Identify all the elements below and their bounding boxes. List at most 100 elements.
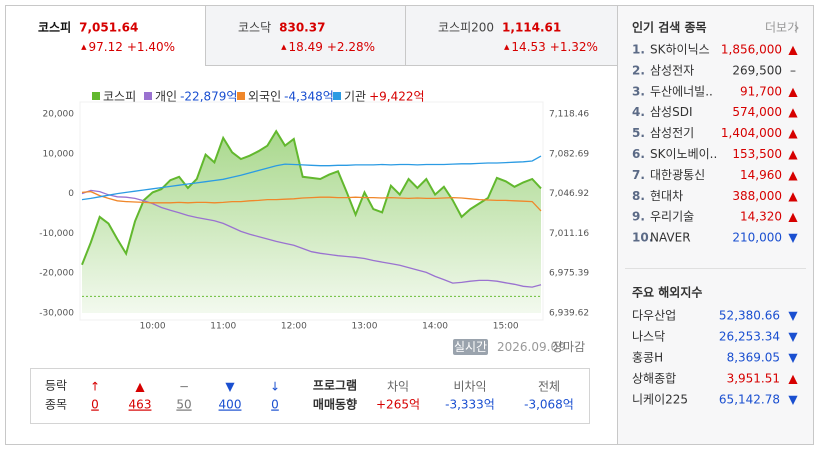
breadth-count[interactable]: 50 [176,398,191,412]
tab-name[interactable]: 코스피200 [438,21,494,35]
popular-title: 인기 검색 종목 [632,20,707,35]
legend-name: 기관 [344,89,366,103]
stock-name[interactable]: NAVER [650,231,691,245]
tab-bg[interactable] [405,5,618,66]
program-value: -3,068억 [524,398,574,412]
stock-name[interactable]: 삼성SDI [650,105,692,119]
badge-text: 실시간 [454,340,487,354]
stock-name[interactable]: 두산에너빌.. [650,84,713,98]
stock-arrow: ▲ [788,147,798,161]
tab-change-value: 14.53 [511,40,545,54]
index-name[interactable]: 나스닥 [632,330,665,344]
plot-area [79,101,544,321]
summary-box [30,368,590,424]
stock-price: 14,320 [740,210,782,224]
rank: 1. [632,43,645,57]
index-value: 26,253.34 [719,330,780,344]
breadth-count[interactable]: 463 [129,398,152,412]
legend-label: 외국인 -4,348억 [248,89,334,103]
area [82,131,541,313]
stock-name[interactable]: 현대차 [650,189,683,203]
breadth-symbol: ▼ [225,380,235,394]
tab-value: 830.37 [279,21,325,35]
y-tick-label: -20,000 [39,269,74,279]
y2-tick-label: 7,011.16 [549,229,589,239]
y-tick-label: 20,000 [43,110,75,120]
more-icon[interactable] [794,24,799,32]
tab-change: ▲ 18.49 +2.28% [281,40,375,54]
date: 2026.09.09 [497,340,566,354]
x-tick-label: 13:00 [351,322,377,332]
breadth-symbol: ▲ [135,380,145,394]
legend-swatch [144,92,152,100]
stock-arrow: ▲ [788,210,798,224]
legend-summary: +9,422억 [369,89,424,103]
world-title: 주요 해외지수 [632,285,702,300]
stock-name[interactable]: 대한광통신 [650,168,705,182]
rank: 10. [632,231,653,245]
tab-rate: +1.40% [127,40,175,54]
legend-label: 코스피 [103,89,136,103]
tab-bg[interactable] [205,5,406,66]
x-tick-label: 14:00 [422,322,448,332]
tab-value: 7,051.64 [79,21,138,35]
breadth-title: 등락 [45,379,67,393]
tab-name[interactable]: 코스닥 [238,21,271,35]
stock-price: 91,700 [740,84,782,98]
legend-label: 개인 -22,879억 [155,89,237,103]
legend-summary: -22,879억 [180,89,237,103]
y2-tick-label: 7,082.69 [549,149,589,159]
x-tick-label: 15:00 [493,322,519,332]
index-value: 8,369.05 [727,351,780,365]
more-link[interactable]: 더보기 [765,21,798,35]
index-name[interactable]: 니케이225 [632,393,688,407]
y-tick-label: -30,000 [39,309,74,319]
stock-name[interactable]: 삼성전기 [650,126,694,140]
rank: 6. [632,147,645,161]
tab-name[interactable]: 코스피 [38,20,71,35]
breadth-symbol: ↓ [270,380,280,394]
rank: 7. [632,168,645,182]
tab-rate: +2.28% [327,40,375,54]
stock-name[interactable]: SK이노베이.. [650,147,717,161]
y-tick-label: -10,000 [39,229,74,239]
breadth-symbol: ↑ [90,380,100,394]
stock-name[interactable]: SK하이닉스 [650,43,710,57]
legend-swatch [237,92,245,100]
breadth-count[interactable]: 400 [219,398,242,412]
line [81,190,542,212]
line [81,129,542,266]
program-value: +265억 [376,398,420,412]
index-value: 52,380.66 [719,309,780,323]
legend-name: 개인 [155,89,177,103]
x-tick-label: 10:00 [140,322,166,332]
y2-tick-label: 6,975.39 [549,269,589,279]
program-label: 차익 [387,380,409,394]
stock-arrow: ▲ [788,189,798,203]
breadth-count[interactable]: 0 [91,398,99,412]
stock-name[interactable]: 삼성전자 [650,63,694,77]
y2-tick-label: 6,939.62 [549,309,589,319]
index-name[interactable]: 홍콩H [632,351,663,365]
market-state: 장마감 [552,340,585,354]
rank: 3. [632,84,645,98]
legend-swatch [92,92,100,100]
index-name[interactable]: 다우산업 [632,309,676,323]
legend-name: 코스피 [103,89,136,103]
x-tick-label: 12:00 [281,322,307,332]
breadth-count[interactable]: 0 [271,398,279,412]
index-name[interactable]: 상해종합 [632,372,676,386]
index-arrow: ▼ [788,351,798,365]
stock-price: 14,960 [740,168,782,182]
stock-name[interactable]: 우리기술 [650,210,694,224]
tab-arrow: ▲ [281,43,287,51]
breadth-symbol: − [179,380,189,394]
stock-price: 1,404,000 [721,126,782,140]
side-panel [617,5,814,445]
tab-value: 1,114.61 [502,21,561,35]
y-tick-label: 10,000 [43,149,75,159]
legend-summary: -4,348억 [284,89,334,103]
program-value: -3,333억 [445,398,495,412]
